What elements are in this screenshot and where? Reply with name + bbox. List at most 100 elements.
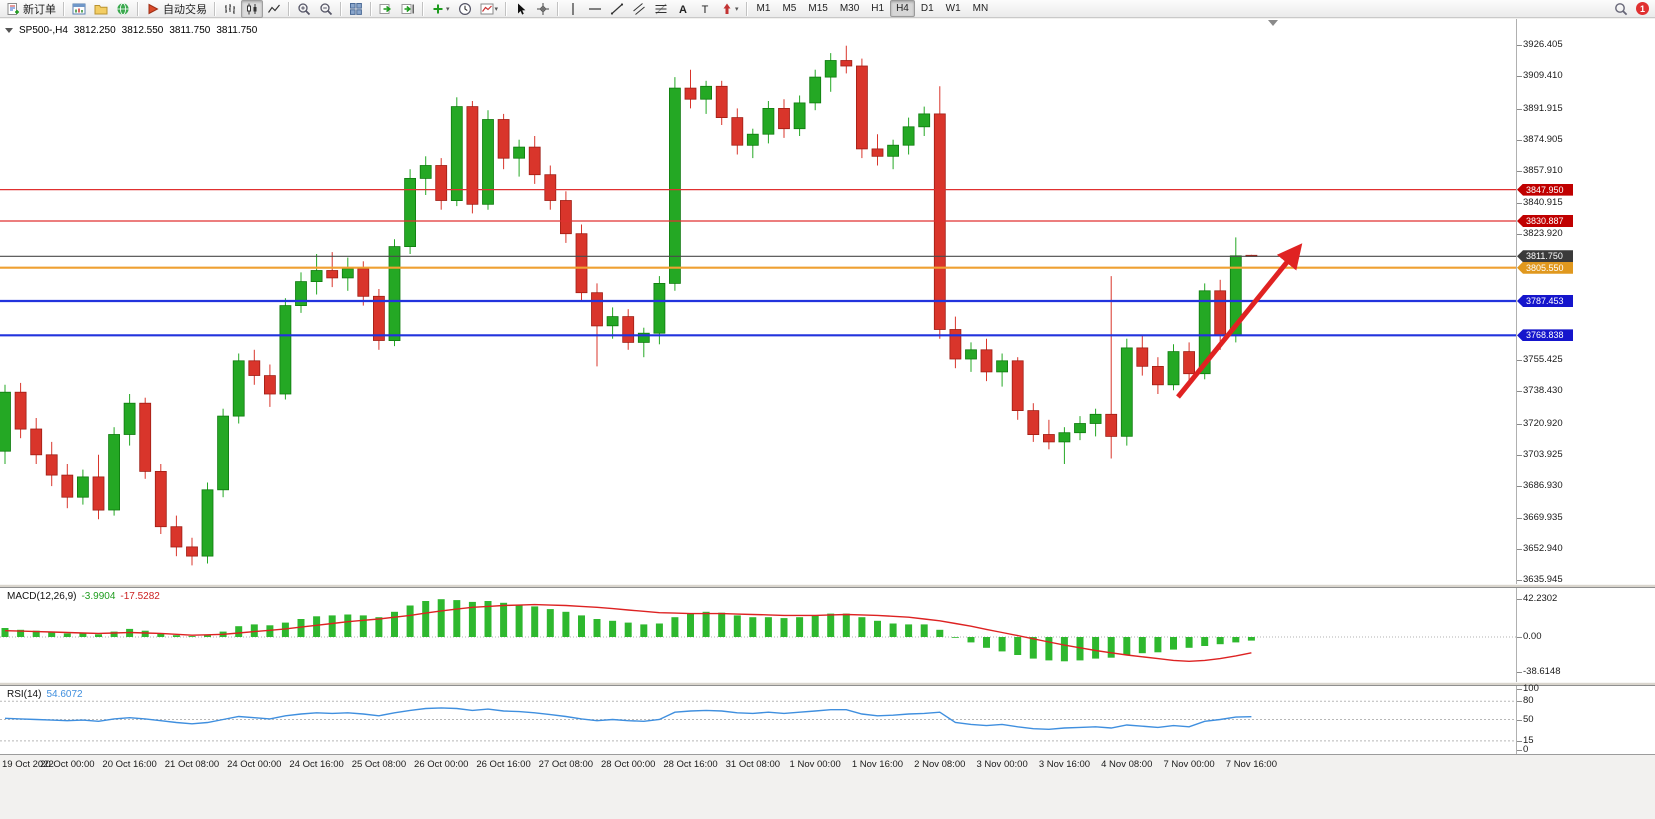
rsi-axis-label: 50 [1517,713,1534,725]
price-chart-panel[interactable]: SP500-,H4 3812.250 3812.550 3811.750 381… [0,19,1655,585]
macd-panel[interactable]: MACD(12,26,9) -3.9904 -17.5282 42.2302 0.00… [0,588,1655,682]
label-tool-button[interactable] [694,0,716,18]
time-label: 7 Nov 16:00 [1225,759,1278,770]
autotrade-button[interactable]: 自动交易 [142,0,211,18]
time-label: 27 Oct 08:00 [538,759,594,770]
time-label: 24 Oct 16:00 [289,759,344,770]
price-axis-label: 3720.920 [1517,417,1563,429]
price-axis-label: 3823.920 [1517,227,1563,239]
time-label: 24 Oct 00:00 [227,759,282,770]
macd-axis-label: 0.00 [1517,631,1542,642]
timeframe-m5-button[interactable]: M5 [782,3,797,14]
chart-shift-marker[interactable] [1268,20,1278,26]
community-button[interactable] [112,0,134,18]
profiles-button[interactable] [90,0,112,18]
rsi-axis-label: 80 [1517,695,1534,707]
time-label: 1 Nov 00:00 [789,759,841,770]
text-tool-button[interactable] [672,0,694,18]
arrows-tool-button[interactable]: ▾ [716,0,743,18]
toolbar-separator [422,1,424,16]
auto-scroll-button[interactable] [375,0,397,18]
time-label: 26 Oct 16:00 [476,759,531,770]
fibonacci-tool-button[interactable] [650,0,672,18]
zoom-in-button[interactable] [293,0,315,18]
time-label: 26 Oct 00:00 [414,759,469,770]
price-tag: 3768.838 [1517,329,1573,342]
line-chart-icon [267,2,281,16]
templates-button[interactable]: ▾ [476,0,503,18]
rsi-label: RSI(14) 54.6072 [7,689,83,700]
arrow-icon [720,2,734,16]
globe-icon [116,2,130,16]
timeframe-m15-button[interactable]: M15 [808,3,828,14]
timeframe-h1-button[interactable]: H1 [871,3,885,14]
charts-window-button[interactable] [68,0,90,18]
trendline-tool-button[interactable] [606,0,628,18]
macd-main-value: -3.9904 [81,591,116,602]
timeframe-w1-button[interactable]: W1 [945,3,961,14]
template-icon [480,2,494,16]
crosshair-tool-button[interactable] [532,0,554,18]
new-order-button[interactable]: 新订单 [2,0,60,18]
timeframe-mn-button[interactable]: MN [972,3,989,14]
low-value: 3811.750 [169,25,211,36]
bar-chart-icon [223,2,237,16]
line-chart-button[interactable] [263,0,285,18]
time-axis[interactable]: 19 Oct 2022 20 Oct 00:00 20 Oct 16:00 21 Oc… [0,754,1655,819]
timeframe-m1-button[interactable]: M1 [756,3,771,14]
price-axis-label: 3669.935 [1517,511,1563,523]
search-button[interactable] [1610,0,1632,18]
price-axis-label: 3874.905 [1517,133,1563,145]
macd-axis[interactable]: 42.2302 0.00 -38.6148 [1516,588,1655,682]
candlestick-chart-button[interactable] [241,0,263,18]
vertical-line-tool-button[interactable] [562,0,584,18]
candlestick-chart-icon [245,2,259,16]
toolbar-separator [745,1,748,16]
chart-shift-button[interactable] [397,0,419,18]
cursor-icon [514,2,528,16]
price-axis[interactable]: 3926.405 3909.410 3891.915 3874.905 3857.910… [1516,19,1655,585]
time-label: 28 Oct 16:00 [663,759,718,770]
toolbar-separator [370,1,372,16]
horizontal-line-tool-button[interactable] [584,0,606,18]
panel-separator[interactable] [0,682,1655,686]
timeframe-d1-button[interactable]: D1 [920,3,934,14]
fibonacci-icon [654,2,668,16]
rsi-value: 54.6072 [46,689,83,700]
timeframe-m30-button[interactable]: M30 [839,3,860,14]
notification-badge[interactable]: 1 [1636,2,1649,15]
label-icon [698,2,712,16]
auto-scroll-icon [379,2,393,16]
bar-chart-button[interactable] [219,0,241,18]
toolbar-separator [214,1,216,16]
add-indicator-button[interactable]: ▾ [427,0,454,18]
rsi-line [4,707,1252,731]
time-label: 4 Nov 08:00 [1101,759,1153,770]
time-label: 21 Oct 08:00 [164,759,220,770]
price-axis-label: 3738.430 [1517,385,1563,397]
time-label: 1 Nov 16:00 [851,759,904,770]
timeframe-h4-button[interactable]: H4 [890,0,915,17]
panel-separator[interactable] [0,584,1655,588]
rsi-axis[interactable]: 100 80 50 15 0 [1516,684,1655,755]
horizontal-line-icon [588,2,602,16]
macd-histogram [1,599,1255,662]
zoom-out-icon [319,2,333,16]
time-label: 20 Oct 00:00 [40,759,95,770]
toolbar-separator [340,1,342,16]
trend-arrow[interactable] [1176,243,1303,399]
one-click-trading-toggle[interactable] [5,28,13,33]
tile-windows-button[interactable] [345,0,367,18]
cursor-tool-button[interactable] [510,0,532,18]
zoom-out-button[interactable] [315,0,337,18]
time-label: 25 Oct 08:00 [351,759,407,770]
crosshair-icon [536,2,550,16]
candlestick-chart[interactable] [0,19,1516,584]
channel-tool-button[interactable] [628,0,650,18]
period-button[interactable] [454,0,476,18]
rsi-panel[interactable]: RSI(14) 54.6072 100 80 50 15 0 [0,684,1655,755]
channel-icon [632,2,646,16]
symbol-period-label: SP500-,H4 [19,25,68,36]
new-order-icon [6,2,20,16]
close-value: 3811.750 [216,25,258,36]
